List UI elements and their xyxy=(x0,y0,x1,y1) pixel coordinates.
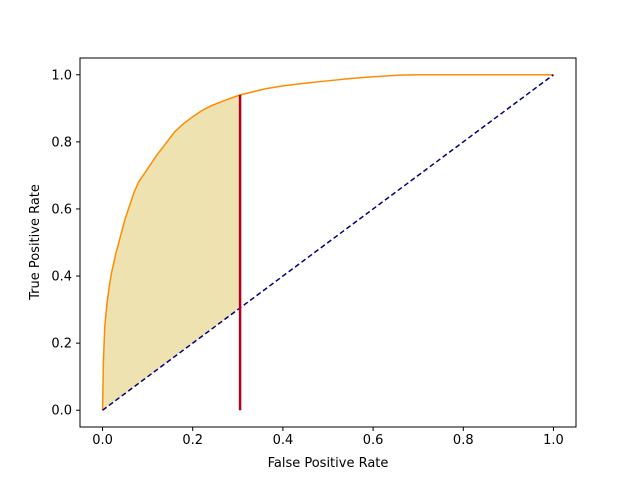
shaded-area xyxy=(102,94,241,411)
x-tick-label: 1.0 xyxy=(543,433,564,448)
y-tick-label: 1.0 xyxy=(51,68,72,83)
y-tick-label: 0.0 xyxy=(51,404,72,419)
y-axis-ticks: 0.0 0.2 0.4 0.6 0.8 1.0 xyxy=(51,68,80,419)
x-tick-label: 0.2 xyxy=(182,433,203,448)
diagonal-reference-line xyxy=(102,74,554,411)
x-axis-ticks: 0.0 0.2 0.4 0.6 0.8 1.0 xyxy=(92,427,564,448)
roc-curve-line xyxy=(101,74,554,411)
x-tick-label: 0.0 xyxy=(92,433,113,448)
series-layer xyxy=(101,74,554,411)
plot-frame xyxy=(79,57,577,428)
y-tick-label: 0.8 xyxy=(51,135,72,150)
y-tick-label: 0.4 xyxy=(51,270,72,285)
x-axis-label: False Positive Rate xyxy=(268,456,389,471)
shaded-area-layer xyxy=(102,94,241,411)
x-tick-label: 0.4 xyxy=(273,433,294,448)
y-tick-label: 0.6 xyxy=(51,202,72,217)
y-tick-label: 0.2 xyxy=(51,337,72,352)
x-tick-label: 0.6 xyxy=(363,433,384,448)
x-tick-label: 0.8 xyxy=(453,433,474,448)
y-axis-label: True Positive Rate xyxy=(28,184,43,301)
